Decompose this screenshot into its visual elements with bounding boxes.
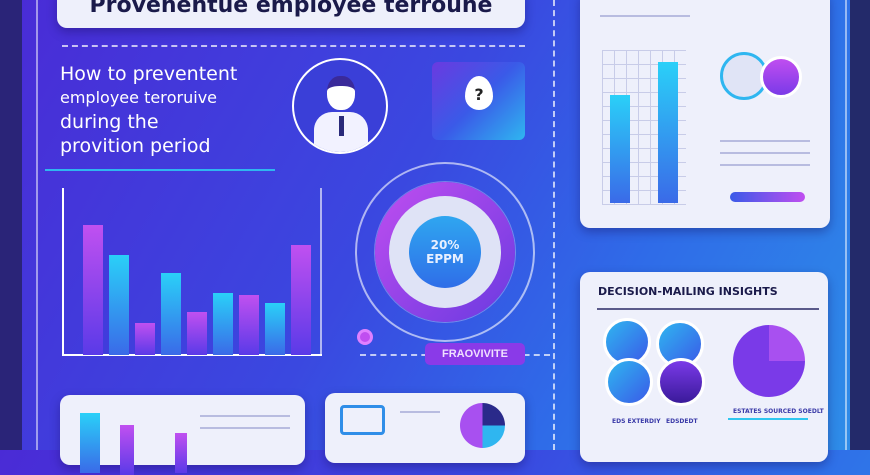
pie-icon [460, 403, 505, 448]
text-line [720, 152, 810, 154]
x-axis [62, 354, 322, 356]
gauge-ring [355, 162, 535, 342]
text-line [720, 140, 810, 142]
bar [610, 95, 630, 203]
divider [845, 0, 847, 450]
gauge: 20% EPPM [375, 182, 515, 322]
metrics-card [325, 393, 525, 463]
divider [62, 45, 525, 47]
left-edge [0, 0, 22, 450]
bar [80, 413, 100, 473]
chart-bar [187, 312, 207, 355]
question-drop-icon: ? [465, 76, 493, 110]
divider [45, 169, 275, 171]
monitor-icon [340, 405, 385, 435]
divider [553, 0, 555, 450]
alert-icon [657, 358, 705, 406]
chart-bar [213, 293, 233, 355]
divider [597, 308, 819, 310]
page-title: Provenentue employee terroune [57, 0, 525, 28]
text-line [720, 164, 810, 166]
chart-border [320, 188, 322, 355]
summary-card [60, 395, 305, 475]
text-line [200, 427, 290, 429]
gauge-percent: 20% [430, 238, 460, 252]
gauge-face: 20% EPPM [389, 196, 501, 308]
chart-bar [83, 225, 103, 355]
chart-bar [265, 303, 285, 355]
text-line [400, 411, 440, 413]
gauge-value: 20% EPPM [409, 216, 481, 288]
headline-line: during the [60, 111, 159, 133]
location-icon [357, 329, 373, 345]
report-card [580, 0, 830, 228]
progress-pill [730, 192, 805, 202]
bar [175, 433, 187, 473]
chart-bar [291, 245, 311, 355]
pie-chart [733, 325, 805, 397]
chart-bar [109, 255, 129, 355]
employee-avatar [292, 58, 388, 154]
bar [120, 425, 134, 475]
headline-line: provition period [60, 135, 211, 157]
gauge-unit: EPPM [426, 252, 464, 266]
bar [658, 62, 678, 203]
label: ESTATES SOURCED SOEDLT [733, 408, 824, 415]
text-line [200, 415, 290, 417]
action-button[interactable]: FRAOVIVITE [425, 343, 525, 365]
label: EDS EXTERDIY [612, 418, 661, 425]
question-card: ? [432, 62, 525, 140]
tie [339, 116, 344, 136]
divider [36, 0, 38, 450]
list-icon [605, 358, 653, 406]
label: EDSDEDT [666, 418, 698, 425]
text-line [728, 418, 808, 420]
chart-bar [239, 295, 259, 355]
chart-bar [135, 323, 155, 355]
headline: How to preventent employee terоruive dur… [60, 62, 300, 158]
head [327, 76, 355, 110]
headline-line: employee terоruive [60, 88, 218, 107]
text-line [600, 15, 690, 17]
insights-heading: DECISION-MAILING INSIGHTS [598, 285, 778, 298]
headline-line: How to preventent [60, 63, 238, 85]
chart-bar [161, 273, 181, 355]
lock-icon [760, 56, 802, 98]
y-axis [62, 188, 64, 355]
right-edge [850, 0, 870, 450]
